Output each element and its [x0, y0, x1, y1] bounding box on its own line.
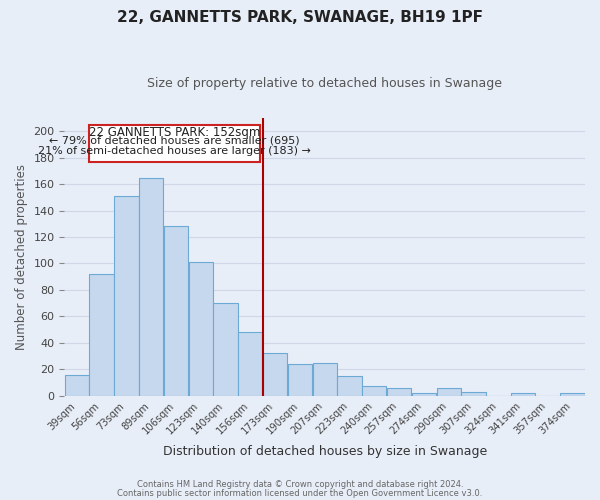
Bar: [89, 274, 114, 396]
Bar: [164, 226, 188, 396]
Bar: [65, 374, 89, 396]
Bar: [263, 354, 287, 396]
Text: ← 79% of detached houses are smaller (695): ← 79% of detached houses are smaller (69…: [49, 136, 300, 146]
Text: 21% of semi-detached houses are larger (183) →: 21% of semi-detached houses are larger (…: [38, 146, 311, 156]
Bar: [188, 262, 213, 396]
Bar: [461, 392, 485, 396]
Bar: [337, 376, 362, 396]
Title: Size of property relative to detached houses in Swanage: Size of property relative to detached ho…: [147, 78, 502, 90]
Bar: [214, 303, 238, 396]
Bar: [511, 393, 535, 396]
Bar: [362, 386, 386, 396]
Bar: [114, 196, 139, 396]
Bar: [387, 388, 411, 396]
Text: Contains public sector information licensed under the Open Government Licence v3: Contains public sector information licen…: [118, 488, 482, 498]
Y-axis label: Number of detached properties: Number of detached properties: [15, 164, 28, 350]
X-axis label: Distribution of detached houses by size in Swanage: Distribution of detached houses by size …: [163, 444, 487, 458]
Text: 22, GANNETTS PARK, SWANAGE, BH19 1PF: 22, GANNETTS PARK, SWANAGE, BH19 1PF: [117, 10, 483, 25]
Bar: [437, 388, 461, 396]
Bar: [313, 362, 337, 396]
Bar: [238, 332, 262, 396]
Bar: [139, 178, 163, 396]
FancyBboxPatch shape: [89, 124, 260, 162]
Bar: [560, 393, 585, 396]
Text: Contains HM Land Registry data © Crown copyright and database right 2024.: Contains HM Land Registry data © Crown c…: [137, 480, 463, 489]
Text: 22 GANNETTS PARK: 152sqm: 22 GANNETTS PARK: 152sqm: [89, 126, 260, 139]
Bar: [412, 393, 436, 396]
Bar: [288, 364, 312, 396]
